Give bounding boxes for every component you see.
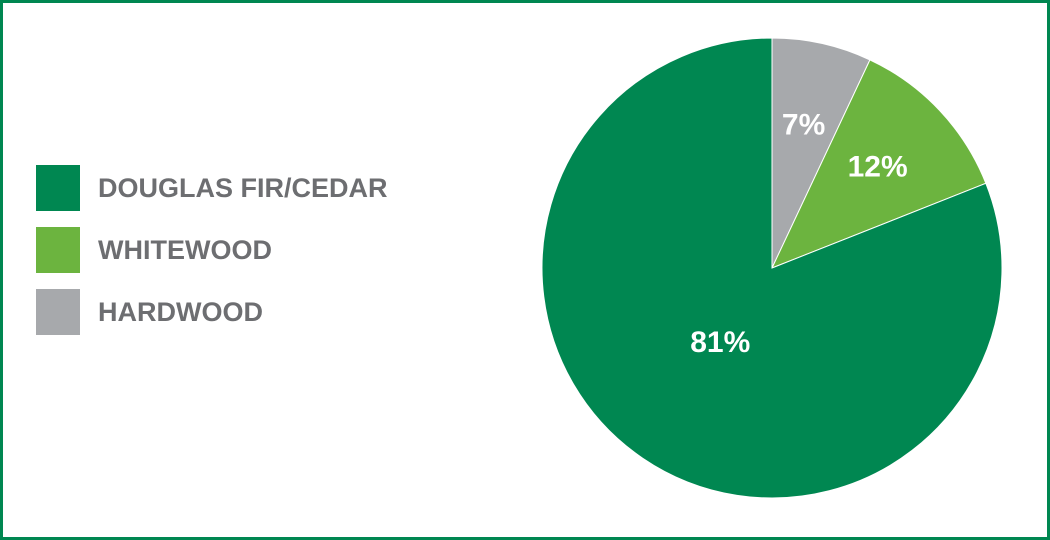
- pie-slice: [771, 37, 871, 269]
- pie-slice: [771, 59, 987, 269]
- legend-label: HARDWOOD: [98, 297, 263, 327]
- legend-swatch: [36, 289, 80, 335]
- data-label: 81%: [690, 326, 750, 359]
- legend-label: WHITEWOOD: [98, 235, 272, 265]
- legend-label: DOUGLAS FIR/CEDAR: [98, 173, 388, 203]
- pie-slice: [541, 37, 1003, 499]
- legend-swatch: [36, 165, 80, 211]
- data-label: 7%: [782, 109, 825, 142]
- data-label: 12%: [848, 151, 908, 184]
- legend-swatch: [36, 227, 80, 273]
